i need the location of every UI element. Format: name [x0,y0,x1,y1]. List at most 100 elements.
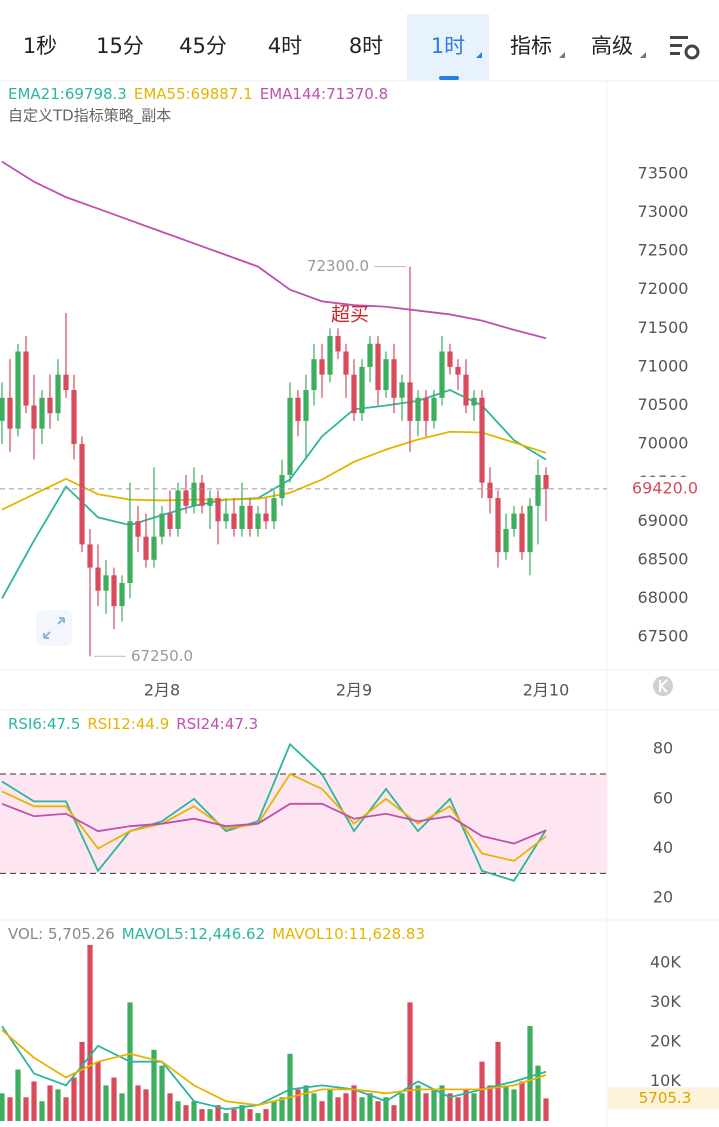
candle-body [7,397,13,429]
candle-body [407,382,413,421]
volume-bar [79,1041,85,1121]
candle-body [183,490,189,506]
candle-body [519,513,525,553]
volume-bar [7,1097,13,1121]
candle-body [463,374,469,406]
legend-entry: RSI12:44.9 [87,715,169,733]
candle-body [111,575,117,607]
reset-icon[interactable] [653,676,673,696]
volume-bar [391,1105,397,1121]
candle-body [543,474,549,489]
candle-body [455,366,461,375]
candle-body [319,359,325,375]
volume-bar [335,1097,341,1121]
volume-bar [527,1026,533,1121]
volume-bar [495,1041,501,1121]
tab[interactable]: 1秒 [23,34,57,58]
tab-caret [559,52,565,58]
candle-body [119,582,125,607]
candle-body [479,397,485,483]
indicator-line [1,1029,547,1107]
candle-body [311,359,317,391]
volume-bar [231,1109,237,1121]
icon-glyph [659,679,668,693]
candle-body [0,397,5,421]
candle-body [79,444,85,545]
tab[interactable]: 指标 [510,34,565,58]
tab-indicator [439,76,459,80]
volume-bar [447,1093,453,1121]
candle-body [527,505,533,553]
candle-body [135,521,141,537]
volume-bar [175,1101,181,1121]
y-tick-label: 73500 [638,163,689,182]
tab[interactable]: 1时 [407,14,489,80]
legend-entry: EMA21:69798.3 [8,85,127,103]
candle-body [351,374,357,414]
volume-bar [367,1093,373,1121]
volume-bar [151,1049,157,1121]
volume-bar [143,1089,149,1121]
volume-bar [519,1081,525,1121]
candle-body [279,474,285,499]
legend-label: VOL: 5,705.26 [8,925,115,943]
y-tick-label: 60 [653,788,673,807]
subtitle: 自定义TD指标策略_副本 [8,107,171,126]
candle-body [215,498,221,522]
icon-glyph [43,617,65,639]
settings-icon[interactable] [670,36,700,60]
volume-bar [479,1061,485,1121]
volume-bar [311,1093,317,1121]
tab-label: 高级 [591,34,633,58]
legend-entry: MAVOL5:12,446.62 [122,925,265,943]
y-tick-label: 73000 [638,202,689,221]
tab[interactable]: 4时 [268,34,302,58]
candle-body [87,544,93,568]
tab-label: 8时 [349,34,383,58]
y-tick-label: 10K [650,1071,681,1090]
legend-entry: EMA55:69887.1 [134,85,253,103]
tab[interactable]: 45分 [179,34,227,58]
y-tick-label: 68000 [638,588,689,607]
candle-body [359,366,365,414]
tab-label: 指标 [510,34,552,58]
candle-body [63,374,69,391]
volume-bar [535,1065,541,1121]
volume-bar [359,1097,365,1121]
legend-entry: RSI6:47.5 [8,715,80,733]
volume-bar [39,1101,45,1121]
volume-bar [135,1085,141,1121]
tab-label: 1秒 [23,34,57,58]
candle-body [143,536,149,560]
candle-body [391,359,397,398]
candle-body [335,336,341,352]
candle-body [175,490,181,529]
volume-bar [439,1085,445,1121]
icon-bg [36,610,72,646]
x-tick-label: 2月10 [523,681,570,700]
candle-body [167,513,173,529]
candle-body [247,505,253,529]
volume-bar [71,1077,77,1121]
tab[interactable]: 15分 [96,34,144,58]
candle-body [423,397,429,421]
candle-body [287,397,293,475]
candle-body [295,397,301,421]
y-tick-label: 71500 [638,318,689,337]
y-tick-label: 20 [653,888,673,907]
candle-body [159,513,165,537]
tab[interactable]: 高级 [591,34,646,58]
volume-bar [47,1085,53,1121]
candle-body [255,513,261,529]
volume-bar [255,1113,261,1121]
y-tick-label: 40 [653,838,673,857]
tab[interactable]: 8时 [349,34,383,58]
candle-body [271,498,277,522]
volume-bar [511,1089,517,1121]
volume-bar [111,1077,117,1121]
expand-icon[interactable] [36,610,72,646]
volume-bar [343,1093,349,1121]
volume-bar [503,1085,509,1121]
icon-bar [670,52,680,55]
